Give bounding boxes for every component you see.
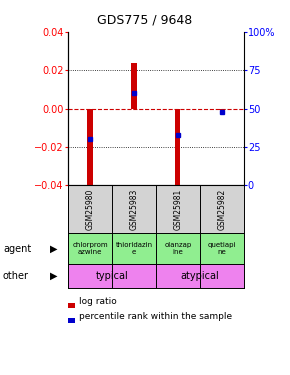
Text: ▶: ▶ xyxy=(50,271,57,281)
Bar xyxy=(156,264,244,288)
Text: GSM25980: GSM25980 xyxy=(86,189,95,230)
Text: percentile rank within the sample: percentile rank within the sample xyxy=(79,312,232,321)
Bar xyxy=(68,233,112,264)
Text: thioridazin
e: thioridazin e xyxy=(115,242,153,255)
Bar xyxy=(156,233,200,264)
Text: GSM25981: GSM25981 xyxy=(173,189,182,230)
Text: chlorprom
azwine: chlorprom azwine xyxy=(72,242,108,255)
Bar xyxy=(175,109,180,189)
Bar xyxy=(112,233,156,264)
Bar xyxy=(219,109,224,111)
Text: GSM25983: GSM25983 xyxy=(129,189,138,230)
Text: other: other xyxy=(3,271,29,281)
Text: GSM25982: GSM25982 xyxy=(217,189,226,230)
Text: typical: typical xyxy=(96,271,128,281)
Text: log ratio: log ratio xyxy=(79,297,117,306)
Bar xyxy=(131,63,137,109)
Text: GDS775 / 9648: GDS775 / 9648 xyxy=(97,13,193,26)
Bar xyxy=(200,233,244,264)
Bar xyxy=(88,109,93,189)
Bar xyxy=(68,264,156,288)
Text: ▶: ▶ xyxy=(50,244,57,254)
Text: quetiapi
ne: quetiapi ne xyxy=(207,242,236,255)
Text: agent: agent xyxy=(3,244,31,254)
Text: atypical: atypical xyxy=(180,271,219,281)
Text: olanzap
ine: olanzap ine xyxy=(164,242,191,255)
